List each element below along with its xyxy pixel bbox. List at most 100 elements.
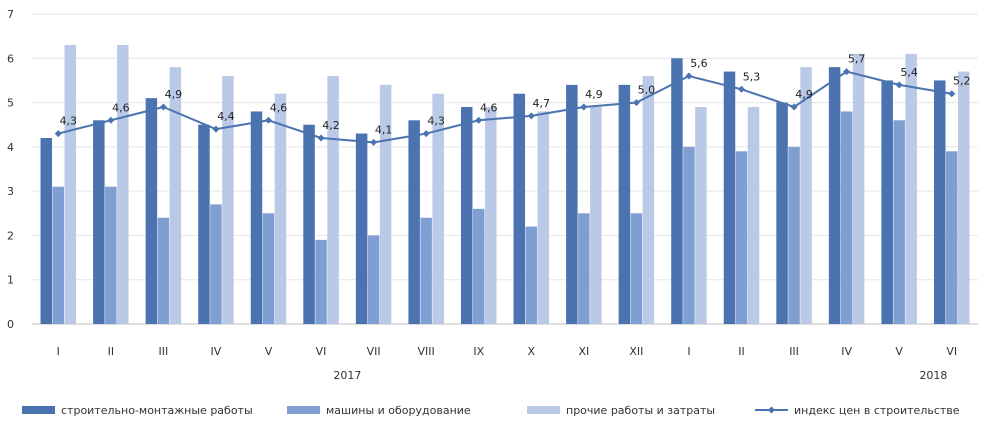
x-tick-label: IV — [841, 345, 852, 358]
index-point — [317, 134, 325, 142]
bar-3 — [905, 53, 917, 324]
index-point — [895, 81, 903, 89]
y-tick-label: 1 — [7, 274, 14, 287]
bar-1 — [145, 98, 158, 325]
bar-2 — [840, 111, 853, 324]
index-point — [580, 103, 588, 111]
y-tick-label: 7 — [7, 8, 14, 21]
legend-swatch — [22, 406, 55, 414]
y-tick-label: 3 — [7, 185, 14, 198]
bar-2 — [210, 204, 222, 324]
bar-2 — [367, 235, 380, 324]
bar-3 — [747, 107, 760, 324]
legend-swatch — [527, 406, 560, 414]
bar-3 — [852, 53, 865, 324]
index-data-label: 5,7 — [848, 53, 866, 66]
year-label: 2017 — [333, 369, 361, 382]
bar-1 — [881, 80, 893, 324]
index-data-label: 4,6 — [480, 101, 498, 114]
index-point — [212, 125, 220, 133]
year-labels: 2017 2018 — [333, 369, 947, 382]
index-point — [370, 138, 378, 146]
bar-1 — [776, 102, 788, 324]
bar-1 — [566, 84, 578, 324]
index-point — [107, 116, 115, 124]
index-point — [843, 68, 851, 76]
y-tick-label: 5 — [7, 97, 14, 110]
y-tick-label: 0 — [7, 318, 14, 331]
bar-2 — [630, 213, 643, 324]
legend-swatch — [287, 406, 320, 414]
index-data-label: 4,4 — [217, 110, 235, 123]
x-tick-label: VIII — [418, 345, 435, 358]
legend-marker — [768, 406, 775, 414]
x-tick-label: I — [57, 345, 60, 358]
index-data-label: 5,0 — [638, 84, 656, 97]
index-data-label: 4,2 — [322, 119, 340, 132]
bar-3 — [169, 67, 182, 325]
bar-2 — [945, 151, 958, 324]
x-tick-label: II — [108, 345, 115, 358]
index-point — [790, 103, 798, 111]
bar-2 — [578, 213, 590, 324]
bar-3 — [642, 76, 655, 324]
index-point — [632, 99, 640, 107]
bar-3 — [379, 84, 392, 324]
index-data-label: 4,6 — [270, 101, 288, 114]
bar-3 — [117, 45, 129, 324]
price-index-line: 4,3 4,6 4,9 4,4 4,6 4,2 4,1 4,3 4,6 4,7 4,9 5,0 5,6 5… — [54, 53, 971, 146]
y-tick-label: 2 — [7, 229, 14, 242]
index-data-label: 4,1 — [375, 123, 393, 136]
index-point — [54, 130, 62, 138]
index-data-label: 4,3 — [60, 115, 78, 128]
year-label: 2018 — [919, 369, 947, 382]
x-tick-label: IX — [473, 345, 484, 358]
bar-2 — [157, 217, 170, 324]
bar-3 — [800, 67, 812, 325]
y-tick-label: 6 — [7, 52, 14, 65]
bar-1 — [933, 80, 946, 324]
y-tick-label: 4 — [7, 141, 14, 154]
bar-3 — [537, 111, 550, 324]
bar-1 — [460, 107, 473, 324]
bar-3 — [957, 71, 970, 324]
bar-1 — [198, 124, 210, 324]
x-tick-label: III — [159, 345, 169, 358]
index-data-label: 5,2 — [953, 75, 971, 88]
index-data-label: 4,7 — [533, 97, 551, 110]
index-data-label: 4,9 — [165, 88, 183, 101]
bar-2 — [315, 239, 327, 324]
legend-label: строительно-монтажные работы — [61, 404, 253, 417]
bar-2 — [472, 208, 485, 324]
bar-1 — [303, 124, 315, 324]
gridlines — [32, 13, 978, 325]
x-tick-label: III — [789, 345, 799, 358]
bar-3 — [64, 45, 77, 324]
bar-3 — [274, 93, 287, 324]
bar-2 — [525, 226, 538, 324]
bar-2 — [52, 186, 65, 324]
bar-1 — [250, 111, 263, 324]
index-data-label: 4,9 — [795, 88, 813, 101]
x-tick-label: V — [895, 345, 903, 358]
x-tick-label: VI — [316, 345, 327, 358]
bar-1 — [408, 120, 420, 325]
index-data-label: 5,6 — [690, 57, 708, 70]
bar-2 — [893, 120, 905, 325]
index-data-label: 5,3 — [743, 70, 761, 83]
bar-1 — [513, 93, 526, 324]
bar-1 — [828, 67, 841, 325]
bar-2 — [683, 146, 695, 324]
legend: строительно-монтажные работы машины и обо… — [22, 404, 960, 417]
x-tick-label: IV — [211, 345, 222, 358]
index-data-label: 4,3 — [427, 115, 445, 128]
bar-3 — [222, 76, 234, 324]
index-data-label: 5,4 — [900, 66, 918, 79]
bar-1 — [93, 120, 105, 325]
bar-2 — [262, 213, 275, 324]
x-tick-label: II — [738, 345, 745, 358]
index-point — [422, 130, 430, 138]
index-point — [265, 116, 272, 124]
bar-1 — [671, 58, 683, 325]
index-point — [738, 85, 745, 93]
